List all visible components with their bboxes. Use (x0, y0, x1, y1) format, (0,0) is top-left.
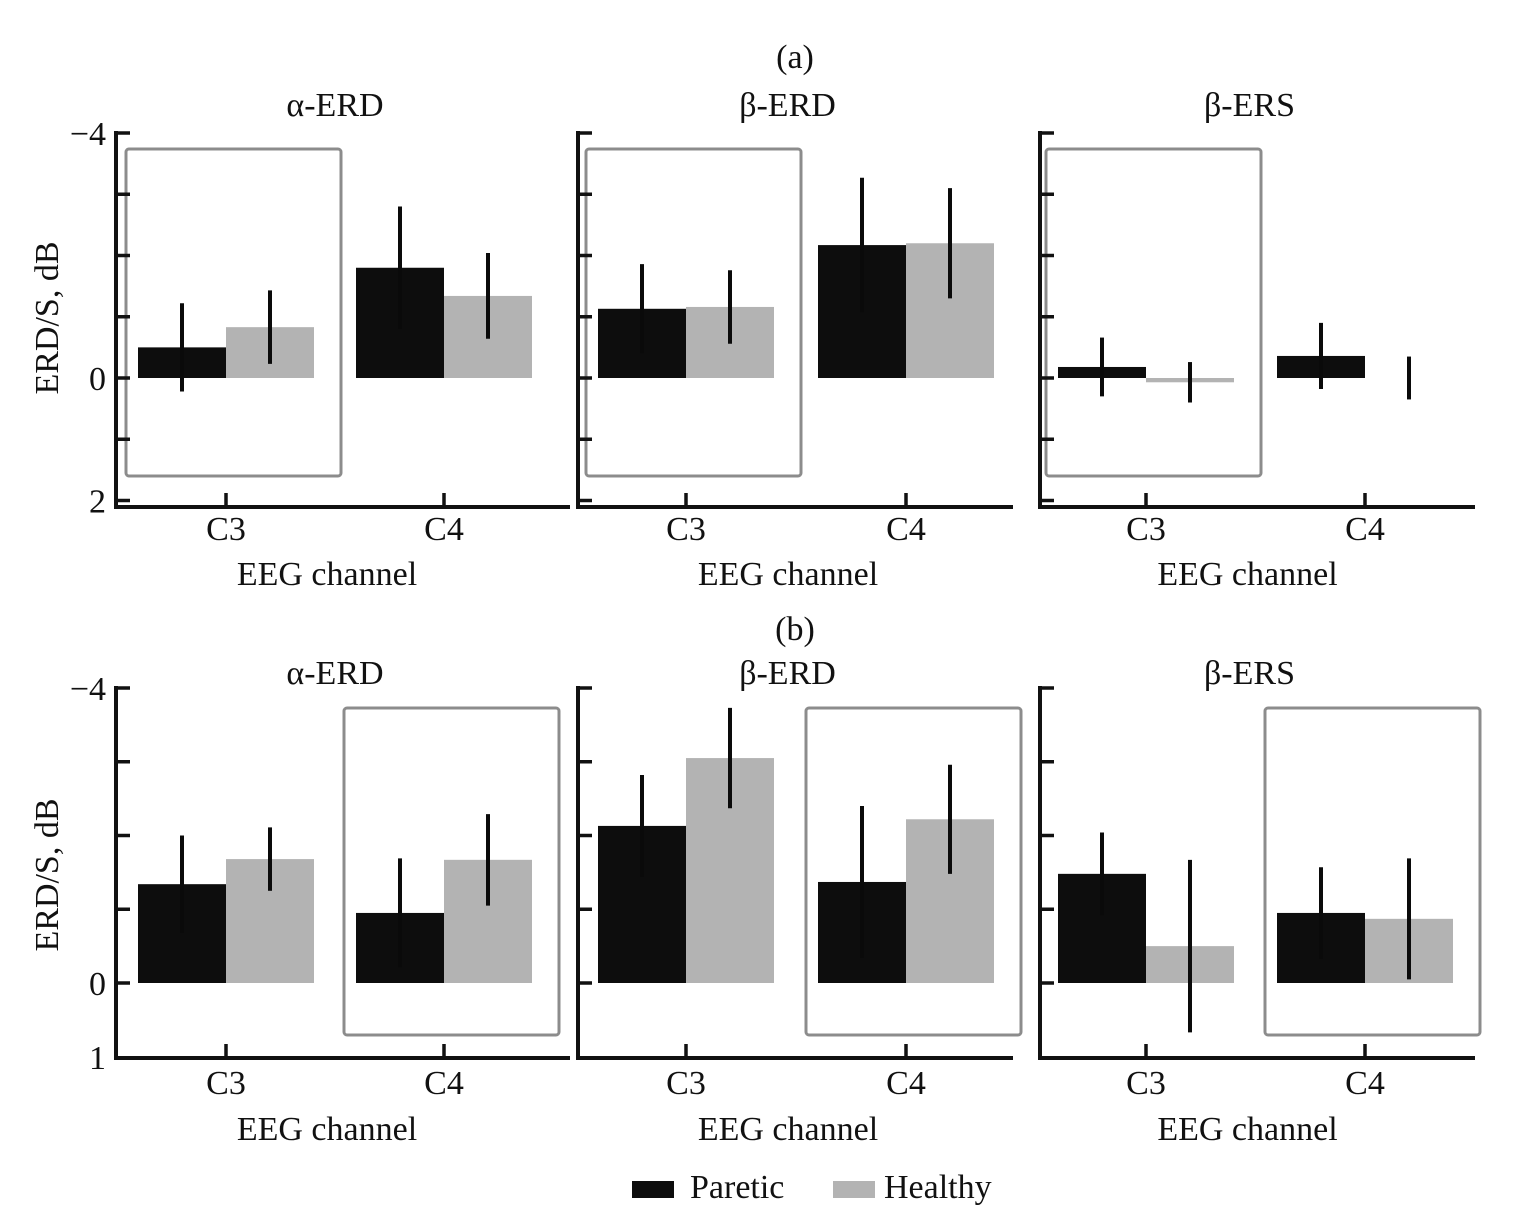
highlight-box (1263, 706, 1482, 1037)
x-axis-label: EEG channel (1157, 1111, 1337, 1148)
highlight-box (124, 147, 343, 478)
x-tick-label: C4 (886, 1065, 926, 1102)
highlight-box (1044, 147, 1263, 478)
x-tick-label: C3 (666, 511, 706, 548)
x-axis-label: EEG channel (698, 556, 878, 593)
subplot-title: β-ERD (739, 87, 836, 124)
y-tick-label: −4 (70, 671, 106, 708)
x-tick-label: C3 (206, 511, 246, 548)
subplot-title: α-ERD (286, 655, 383, 692)
x-tick-label: C3 (1126, 1065, 1166, 1102)
y-tick-label: 0 (89, 361, 106, 398)
y-tick-label: 1 (89, 1040, 106, 1077)
highlight-box (342, 706, 561, 1037)
x-tick-label: C4 (886, 511, 926, 548)
x-axis-label: EEG channel (1157, 556, 1337, 593)
group-label-a: (a) (776, 39, 814, 76)
legend-label-paretic: Paretic (690, 1169, 784, 1206)
legend: Paretic Healthy (632, 1169, 992, 1206)
legend-label-healthy: Healthy (884, 1169, 992, 1206)
group-label-b: (b) (775, 611, 815, 648)
x-tick-label: C3 (1126, 511, 1166, 548)
x-tick-label: C4 (424, 511, 464, 548)
x-axis-label: EEG channel (237, 556, 417, 593)
x-tick-label: C3 (206, 1065, 246, 1102)
highlight-box (804, 706, 1023, 1037)
x-axis-label: EEG channel (237, 1111, 417, 1148)
x-tick-label: C4 (1345, 1065, 1385, 1102)
y-tick-label: 0 (89, 966, 106, 1003)
x-tick-label: C4 (424, 1065, 464, 1102)
plots-layer: C3 C4 −4 0 2 α-ERD EEG channel C3 C4 β-ERD EEG cha… (70, 87, 1482, 1148)
y-tick-label: −4 (70, 116, 106, 153)
y-axis-label-a: ERD/S, dB (29, 241, 66, 394)
y-axis-label-b: ERD/S, dB (29, 798, 66, 951)
legend-swatch-healthy (833, 1181, 875, 1198)
subplot-title: β-ERS (1204, 655, 1295, 692)
y-tick-label: 2 (89, 484, 106, 521)
subplot-title: β-ERS (1204, 87, 1295, 124)
x-tick-label: C4 (1345, 511, 1385, 548)
x-tick-label: C3 (666, 1065, 706, 1102)
x-axis-label: EEG channel (698, 1111, 878, 1148)
legend-swatch-paretic (632, 1181, 674, 1198)
subplot-title: β-ERD (739, 655, 836, 692)
subplot-title: α-ERD (286, 87, 383, 124)
highlight-box (584, 147, 803, 478)
